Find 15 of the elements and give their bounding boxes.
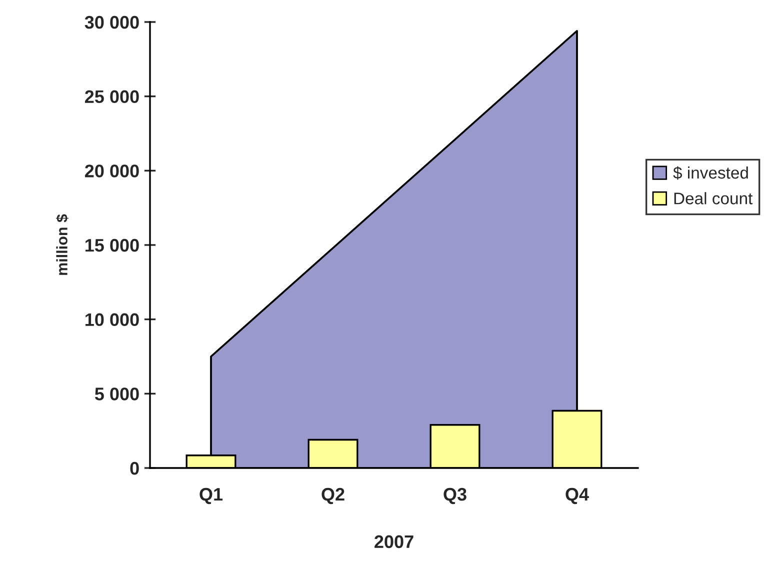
- y-tick-label: 30 000: [84, 16, 139, 29]
- x-tick-label: Q1: [200, 488, 223, 504]
- y-tick-label: 10 000: [86, 313, 139, 326]
- legend-label: $ invested: [673, 166, 748, 180]
- x-axis-title: 2007: [374, 535, 414, 548]
- x-tick-label: Q3: [444, 488, 466, 504]
- x-tick-label: Q2: [322, 488, 344, 504]
- y-tick-label: 25 000: [84, 90, 139, 104]
- y-tick-label: 0: [130, 462, 139, 475]
- legend-label: Deal count: [674, 192, 753, 204]
- x-tick-label: Q4: [566, 488, 589, 504]
- y-tick-label: 20 000: [84, 164, 139, 178]
- y-tick-label: 5 000: [94, 388, 139, 400]
- y-axis-title: million $: [56, 214, 68, 275]
- y-tick-label: 15 000: [86, 238, 139, 252]
